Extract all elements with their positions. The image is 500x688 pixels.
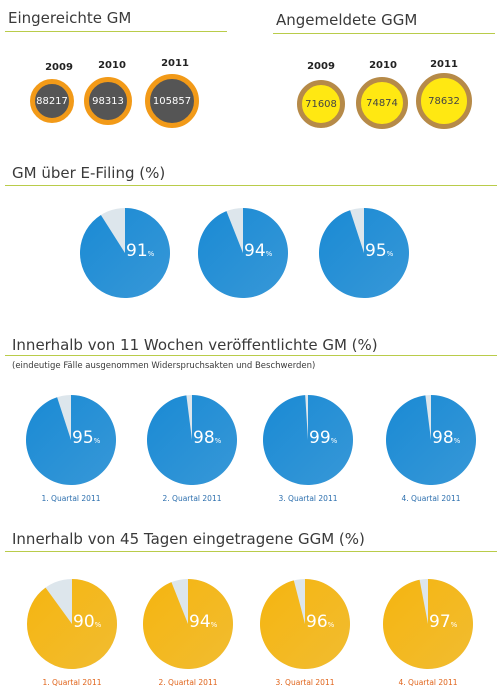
published-quarter-label-4: 4. Quartal 2011 [401, 494, 461, 503]
efiling-pie-1-main-slice [80, 208, 170, 298]
published-pie-1-value-label: 95% [72, 428, 100, 448]
published-pie-4-value-label: 98% [432, 428, 460, 448]
ggm-filed-title: Angemeldete GGM [276, 11, 418, 29]
registered-pie-3-value: 96 [306, 612, 328, 632]
efiling-pie-3 [319, 208, 409, 298]
registered-pie-4-value-label: 97% [429, 612, 457, 632]
published-subtitle: (eindeutige Fälle ausgenommen Widerspruc… [12, 361, 316, 371]
gm-filed-title: Eingereichte GM [8, 9, 132, 27]
ggm-filed-value-2009: 71608 [305, 98, 337, 110]
ggm-filed-year-2011: 2011 [430, 59, 458, 70]
published-pie-1-main-slice [25, 395, 117, 485]
registered-pie-1-value-label: 90% [73, 612, 101, 632]
efiling-pie-2 [198, 208, 288, 298]
published-pie-3-unit: % [330, 437, 338, 445]
gm-filed-bubble-2010: 98313 [84, 77, 132, 125]
efiling-pie-3-unit: % [386, 250, 394, 258]
gm-filed-value-2010: 98313 [92, 95, 124, 107]
efiling-pie-3-main-slice [319, 208, 409, 298]
published-rule [5, 355, 497, 356]
ggm-filed-value-2011: 78632 [428, 95, 460, 107]
efiling-pie-3-value: 95 [365, 241, 387, 261]
published-pie-2 [147, 395, 237, 485]
registered-pie-1-value: 90 [73, 612, 95, 632]
efiling-pie-1 [80, 208, 170, 298]
registered-quarter-label-1: 1. Quartal 2011 [42, 678, 102, 687]
gm-filed-bubble-2011: 105857 [145, 74, 199, 128]
efiling-pie-2-unit: % [265, 250, 273, 258]
published-pie-2-value-label: 98% [193, 428, 221, 448]
registered-pie-3-unit: % [327, 621, 335, 629]
published-pie-3 [263, 395, 353, 485]
registered-pie-2 [143, 579, 233, 669]
gm-filed-value-2009: 88217 [36, 95, 68, 107]
efiling-pie-2-value: 94 [244, 241, 266, 261]
registered-pie-2-unit: % [210, 621, 218, 629]
published-pie-4-main-slice [386, 395, 476, 485]
published-quarter-label-3: 3. Quartal 2011 [278, 494, 338, 503]
published-pie-4 [386, 395, 476, 485]
efiling-rule [5, 185, 497, 186]
published-pie-2-unit: % [214, 437, 222, 445]
efiling-pie-3-value-label: 95% [365, 241, 393, 261]
registered-pie-4 [383, 579, 473, 669]
efiling-title: GM über E-Filing (%) [12, 164, 166, 182]
ggm-filed-bubble-2009: 71608 [297, 80, 345, 128]
ggm-filed-year-2010: 2010 [369, 60, 397, 71]
gm-filed-year-2009: 2009 [45, 62, 73, 73]
registered-pie-3-main-slice [260, 579, 350, 669]
registered-rule [5, 551, 497, 552]
published-pie-1-unit: % [93, 437, 101, 445]
registered-pie-1-unit: % [94, 621, 102, 629]
published-pie-1-value: 95 [72, 428, 94, 448]
efiling-pie-1-value: 91 [126, 241, 148, 261]
registered-quarter-label-3: 3. Quartal 2011 [275, 678, 335, 687]
published-quarter-label-2: 2. Quartal 2011 [162, 494, 222, 503]
ggm-filed-bubble-2011: 78632 [416, 73, 472, 129]
registered-pie-1-main-slice [26, 579, 117, 669]
registered-pie-4-main-slice [383, 579, 473, 669]
registered-pie-4-unit: % [450, 621, 458, 629]
published-pie-3-main-slice [263, 395, 353, 485]
registered-quarter-label-2: 2. Quartal 2011 [158, 678, 218, 687]
registered-pie-1 [26, 579, 117, 669]
registered-pie-2-value: 94 [189, 612, 211, 632]
registered-quarter-label-4: 4. Quartal 2011 [398, 678, 458, 687]
ggm-filed-value-2010: 74874 [366, 97, 398, 109]
gm-filed-year-2010: 2010 [98, 60, 126, 71]
registered-pie-2-main-slice [143, 579, 233, 669]
efiling-pie-1-unit: % [147, 250, 155, 258]
gm-filed-rule [5, 31, 227, 32]
gm-filed-year-2011: 2011 [161, 58, 189, 69]
ggm-filed-rule [273, 33, 495, 34]
gm-filed-bubble-2009: 88217 [30, 79, 74, 123]
registered-title: Innerhalb von 45 Tagen eingetragene GGM … [12, 530, 365, 548]
published-pie-4-unit: % [453, 437, 461, 445]
published-pie-3-value: 99 [309, 428, 331, 448]
ggm-filed-year-2009: 2009 [307, 61, 335, 72]
published-pie-1 [25, 395, 117, 485]
registered-pie-4-value: 97 [429, 612, 451, 632]
published-pie-3-value-label: 99% [309, 428, 337, 448]
efiling-pie-2-value-label: 94% [244, 241, 272, 261]
registered-pie-2-value-label: 94% [189, 612, 217, 632]
ggm-filed-bubble-2010: 74874 [356, 77, 408, 129]
published-quarter-label-1: 1. Quartal 2011 [41, 494, 101, 503]
registered-pie-3-value-label: 96% [306, 612, 334, 632]
efiling-pie-2-main-slice [198, 208, 288, 298]
registered-pie-3 [260, 579, 350, 669]
gm-filed-value-2011: 105857 [152, 95, 192, 107]
published-title: Innerhalb von 11 Wochen veröffentlichte … [12, 336, 378, 354]
published-pie-2-main-slice [147, 395, 237, 485]
efiling-pie-1-value-label: 91% [126, 241, 154, 261]
published-pie-4-value: 98 [432, 428, 454, 448]
published-pie-2-value: 98 [193, 428, 215, 448]
